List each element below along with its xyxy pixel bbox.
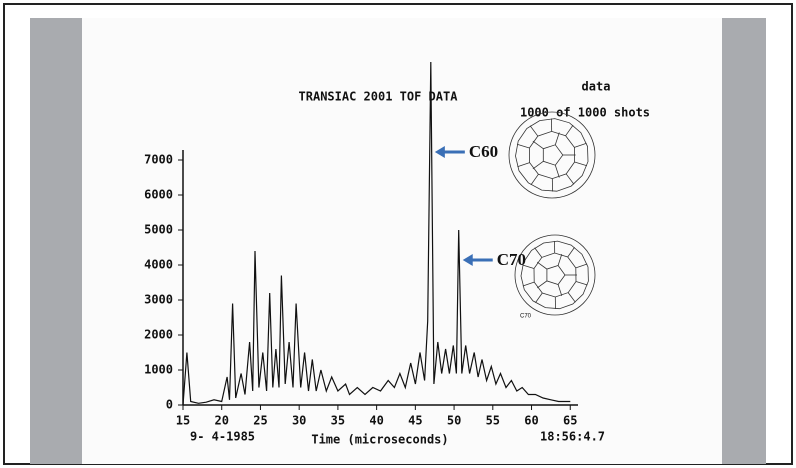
x-tick-label: 35 bbox=[331, 414, 345, 428]
x-tick-label: 25 bbox=[253, 414, 267, 428]
chart-title: TRANSIAC 2001 TOF DATA bbox=[299, 90, 459, 104]
ball-edge bbox=[522, 264, 535, 269]
ball-edge bbox=[554, 132, 560, 145]
ball-edge bbox=[522, 281, 535, 287]
ball-edge bbox=[535, 292, 543, 304]
ball-ring bbox=[546, 265, 566, 285]
x-tick-label: 40 bbox=[369, 414, 383, 428]
ball-edge bbox=[557, 253, 563, 266]
ball-outline bbox=[508, 111, 596, 199]
arrow-head bbox=[462, 254, 473, 266]
ball-edge bbox=[530, 174, 539, 186]
ball-edge bbox=[532, 140, 544, 150]
fullerenes bbox=[508, 111, 596, 316]
paper bbox=[82, 18, 722, 464]
x-tick-label: 65 bbox=[563, 414, 577, 428]
y-tick-label: 3000 bbox=[144, 293, 173, 307]
ball-edge bbox=[575, 281, 588, 286]
ball-edge bbox=[536, 261, 548, 270]
arrow-head bbox=[434, 146, 445, 158]
ball-outline bbox=[514, 234, 596, 316]
ball-ring bbox=[515, 118, 589, 192]
x-tick-label: 55 bbox=[486, 414, 500, 428]
figure-caption: C70 bbox=[520, 314, 532, 320]
ball-edge bbox=[567, 292, 576, 303]
date-label: 9- 4-1985 bbox=[190, 430, 255, 444]
x-tick-label: 30 bbox=[292, 414, 306, 428]
y-tick-label: 2000 bbox=[144, 328, 173, 342]
ball-edge bbox=[565, 173, 575, 185]
annotation: C70 bbox=[497, 250, 526, 269]
x-tick-label: 45 bbox=[408, 414, 422, 428]
ball-edge bbox=[574, 161, 588, 167]
y-tick-label: 5000 bbox=[144, 223, 173, 237]
ball-edge bbox=[516, 143, 530, 149]
x-tick-label: 20 bbox=[214, 414, 228, 428]
left-band bbox=[30, 18, 82, 464]
y-tick-label: 6000 bbox=[144, 188, 173, 202]
x-tick-label: 50 bbox=[447, 414, 461, 428]
ball-ring bbox=[542, 144, 564, 166]
x-tick-label: 60 bbox=[524, 414, 538, 428]
x-axis-label: Time (microseconds) bbox=[311, 433, 448, 447]
ball-edge bbox=[575, 263, 588, 269]
right-band bbox=[722, 18, 766, 464]
ball-edge bbox=[529, 125, 539, 137]
ball-edge bbox=[536, 280, 548, 289]
ball-edge bbox=[534, 247, 543, 258]
y-tick-label: 1000 bbox=[144, 363, 173, 377]
x-tick-label: 15 bbox=[176, 414, 190, 428]
time-label: 18:56:4.7 bbox=[540, 430, 605, 444]
y-tick-label: 7000 bbox=[144, 153, 173, 167]
y-tick-label: 4000 bbox=[144, 258, 173, 272]
annotation: C60 bbox=[469, 142, 498, 161]
ball-edge bbox=[554, 165, 560, 178]
ball-edge bbox=[517, 162, 530, 168]
legend-line: data bbox=[582, 80, 611, 94]
legend-line: 1000 of 1000 shots bbox=[520, 106, 650, 120]
ball-edge bbox=[532, 160, 544, 170]
y-tick-label: 0 bbox=[166, 398, 173, 412]
ball-ring bbox=[533, 252, 577, 298]
ball-edge bbox=[565, 124, 574, 136]
spectrum-line bbox=[182, 61, 571, 406]
ball-edge bbox=[567, 246, 575, 258]
ball-edge bbox=[557, 284, 563, 297]
ball-edge bbox=[574, 142, 587, 148]
ball-ring bbox=[520, 240, 589, 310]
